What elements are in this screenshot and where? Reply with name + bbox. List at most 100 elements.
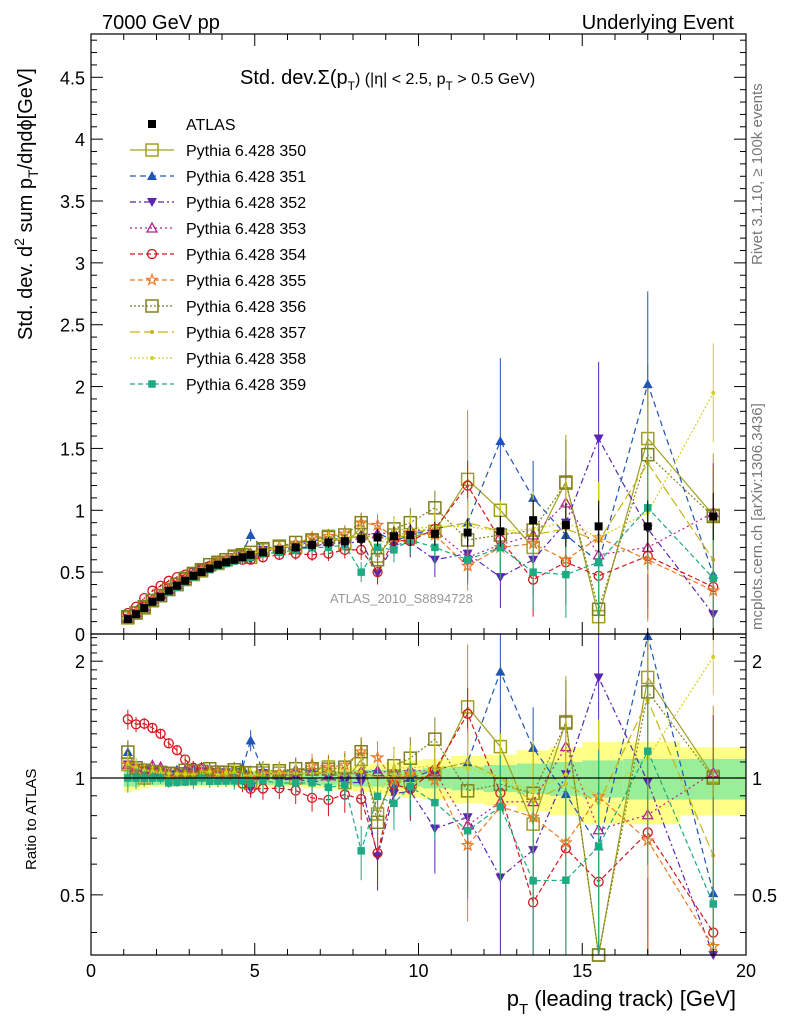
- ratio-point: [147, 722, 158, 734]
- legend-entry-5: Pythia 6.428 354: [130, 247, 306, 264]
- ratio-point: [432, 763, 437, 768]
- legend-entry-3: Pythia 6.428 352: [130, 195, 306, 212]
- series-line: [127, 437, 714, 619]
- atlas-point: [238, 553, 247, 562]
- legend-entry-atlas: ATLAS: [148, 117, 236, 134]
- ratio-point: [531, 789, 536, 794]
- header-right: Underlying Event: [582, 12, 735, 34]
- chart-title: Std. dev.Σ(pT) (|η| < 2.5, pT > 0.5 GeV): [240, 67, 535, 93]
- ratio-point: [431, 798, 439, 807]
- legend-marker: [148, 120, 156, 128]
- side-label-bottom: mcplots.cern.ch [arXiv:1306.3436]: [749, 403, 766, 630]
- ratio-point: [181, 778, 189, 786]
- ratio-point: [155, 728, 166, 739]
- atlas-point: [308, 540, 317, 549]
- ratio-point: [171, 745, 183, 756]
- legend-entry-10: Pythia 6.428 359: [130, 377, 306, 394]
- atlas-point: [496, 527, 505, 536]
- atlas-point: [406, 531, 415, 540]
- legend-marker: [145, 299, 159, 313]
- ratio-point: [174, 771, 179, 776]
- x-label-rest: (leading track) [GeV]: [528, 986, 736, 1011]
- atlas-point: [529, 516, 538, 525]
- data-point: [593, 434, 604, 444]
- ratio-point: [406, 782, 415, 791]
- atlas-point: [258, 548, 267, 557]
- legend-marker: [150, 330, 154, 334]
- series-line: [127, 506, 714, 620]
- atlas-point: [357, 534, 366, 543]
- ratio-point: [122, 714, 133, 725]
- atlas-point: [709, 512, 718, 521]
- atlas-point: [132, 610, 141, 619]
- ratio-point: [166, 771, 171, 776]
- atlas-point: [275, 545, 284, 554]
- atlas-point: [164, 586, 173, 595]
- ratio-point: [356, 793, 367, 805]
- series-line: [127, 453, 714, 618]
- ratio-series-4: [121, 698, 720, 955]
- data-point: [711, 390, 716, 395]
- legend-marker: [150, 356, 154, 360]
- data-point: [390, 546, 398, 554]
- side-label-top: Rivet 3.1.10, ≥ 100k events: [749, 83, 766, 265]
- atlas-point: [213, 560, 222, 569]
- x-tick-label: 20: [736, 961, 756, 981]
- atlas-point: [430, 529, 439, 538]
- legend-marker: [148, 380, 156, 388]
- atlas-point: [230, 555, 239, 564]
- ratio-point: [259, 776, 267, 785]
- y-tick-label: 1: [75, 501, 85, 521]
- ratio-band-inner: [582, 760, 624, 798]
- ratio-point: [529, 877, 537, 885]
- title-rest2: > 0.5 GeV): [453, 71, 535, 88]
- legend-marker: [145, 272, 159, 286]
- y-label-part3: /dηdϕ[GeV]: [15, 68, 37, 169]
- legend-marker: [145, 143, 159, 157]
- atlas-point: [222, 558, 231, 567]
- ratio-y-tick-label: 0.5: [60, 886, 85, 906]
- legend-marker: [147, 171, 157, 180]
- atlas-point: [156, 592, 165, 601]
- legend-entry-9: Pythia 6.428 358: [130, 351, 306, 368]
- legend-label: ATLAS: [186, 117, 236, 134]
- ratio-point: [308, 779, 316, 787]
- atlas-point: [373, 533, 382, 542]
- atlas-point: [172, 581, 181, 590]
- atlas-point: [205, 564, 214, 573]
- series-5: [122, 460, 719, 634]
- legend-label: Pythia 6.428 356: [186, 299, 306, 316]
- axes: 0 5 10 15 20 0 0.5 1 1.5 2 2.5 3 3.5 4 4.5 0.5 0.5 1 1 2 2: [60, 33, 777, 981]
- series-2: [122, 291, 719, 634]
- data-point: [594, 558, 603, 566]
- legend-label: Pythia 6.428 358: [186, 351, 306, 368]
- title-main: Std. dev.: [240, 67, 317, 89]
- y-tick-label: 3.5: [60, 192, 85, 212]
- y-tick-label: 1.5: [60, 439, 85, 459]
- ratio-point: [173, 778, 181, 787]
- x-tick-label: 10: [408, 961, 428, 981]
- ratio-point: [139, 718, 150, 729]
- y-axis-label-main: Std. dev. d2 sum pT/dηdϕ[GeV]: [11, 68, 41, 340]
- legend: ATLAS Pythia 6.428 350 Pythia 6.428 351 Pyt…: [130, 117, 306, 394]
- legend-marker: [145, 221, 159, 233]
- legend-entry-7: Pythia 6.428 356: [130, 299, 306, 316]
- atlas-point: [291, 543, 300, 552]
- ratio-point: [183, 772, 188, 777]
- ratio-point: [709, 900, 717, 908]
- legend-entry-2: Pythia 6.428 351: [130, 169, 306, 186]
- y-tick-label: 2: [75, 378, 85, 398]
- y-label-sub: T: [25, 169, 41, 178]
- atlas-point: [463, 528, 472, 537]
- legend-label: Pythia 6.428 353: [186, 221, 306, 238]
- data-point: [642, 379, 653, 389]
- ratio-point: [593, 673, 604, 683]
- data-point: [495, 436, 506, 446]
- legend-label: Pythia 6.428 354: [186, 247, 306, 264]
- ratio-point: [224, 770, 229, 775]
- ratio-point: [324, 783, 333, 792]
- ratio-point: [189, 777, 198, 786]
- ratio-point: [644, 747, 652, 755]
- y-tick-label: 4: [75, 130, 85, 150]
